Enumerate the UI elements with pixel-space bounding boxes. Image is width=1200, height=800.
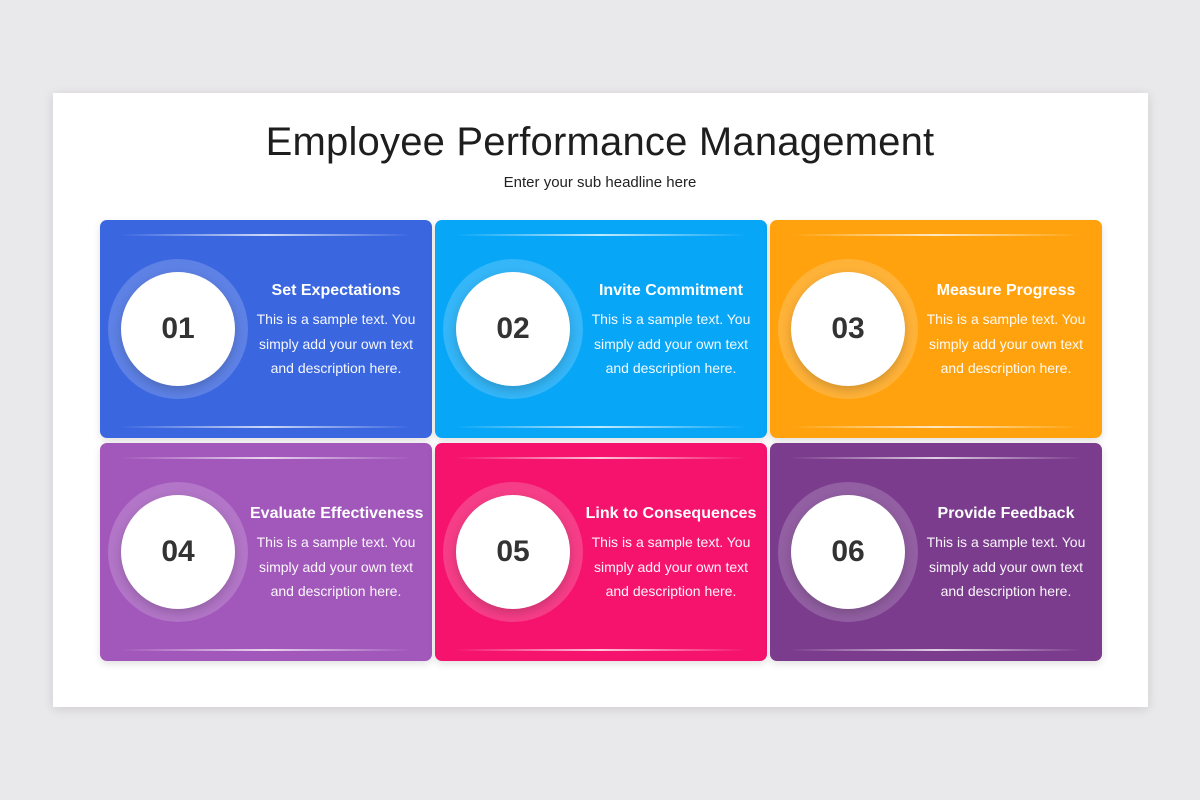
number-badge: 01 bbox=[121, 272, 235, 386]
card-divider-bottom bbox=[120, 426, 412, 428]
card-description: This is a sample text. You simply add yo… bbox=[256, 311, 416, 376]
card-heading: Link to Consequences bbox=[585, 505, 757, 522]
card-description: This is a sample text. You simply add yo… bbox=[926, 311, 1086, 376]
number-badge: 03 bbox=[791, 272, 905, 386]
page-title: Employee Performance Management bbox=[265, 120, 935, 164]
card-heading: Invite Commitment bbox=[598, 282, 743, 299]
number-ring: 05 bbox=[443, 482, 583, 622]
page-subtitle: Enter your sub headline here bbox=[503, 174, 697, 191]
card-heading: Measure Progress bbox=[936, 282, 1076, 299]
card-divider-bottom bbox=[455, 649, 747, 651]
number-badge: 04 bbox=[121, 495, 235, 609]
card-divider-bottom bbox=[790, 426, 1082, 428]
number-badge: 06 bbox=[791, 495, 905, 609]
card-description: This is a sample text. You simply add yo… bbox=[591, 534, 751, 599]
card-divider-top bbox=[120, 234, 412, 236]
card-heading: Set Expectations bbox=[271, 282, 401, 299]
number-ring: 04 bbox=[108, 482, 248, 622]
number-ring: 01 bbox=[108, 259, 248, 399]
card-divider-bottom bbox=[455, 426, 747, 428]
card-description: This is a sample text. You simply add yo… bbox=[926, 534, 1086, 599]
card-provide-feedback: 06 Provide Feedback This is a sample tex… bbox=[770, 443, 1102, 661]
number-badge: 05 bbox=[456, 495, 570, 609]
number-ring: 06 bbox=[778, 482, 918, 622]
card-divider-top bbox=[455, 234, 747, 236]
number-ring: 02 bbox=[443, 259, 583, 399]
card-evaluate-effectiveness: 04 Evaluate Effectiveness This is a samp… bbox=[100, 443, 432, 661]
number-ring: 03 bbox=[778, 259, 918, 399]
card-set-expectations: 01 Set Expectations This is a sample tex… bbox=[100, 220, 432, 438]
card-divider-bottom bbox=[120, 649, 412, 651]
card-divider-top bbox=[790, 234, 1082, 236]
card-heading: Evaluate Effectiveness bbox=[250, 505, 424, 522]
number-badge: 02 bbox=[456, 272, 570, 386]
card-link-to-consequences: 05 Link to Consequences This is a sample… bbox=[435, 443, 767, 661]
card-divider-top bbox=[120, 457, 412, 459]
card-measure-progress: 03 Measure Progress This is a sample tex… bbox=[770, 220, 1102, 438]
card-heading: Provide Feedback bbox=[937, 505, 1075, 522]
card-description: This is a sample text. You simply add yo… bbox=[256, 534, 416, 599]
card-divider-top bbox=[455, 457, 747, 459]
card-invite-commitment: 02 Invite Commitment This is a sample te… bbox=[435, 220, 767, 438]
card-divider-top bbox=[790, 457, 1082, 459]
card-divider-bottom bbox=[790, 649, 1082, 651]
card-description: This is a sample text. You simply add yo… bbox=[591, 311, 751, 376]
